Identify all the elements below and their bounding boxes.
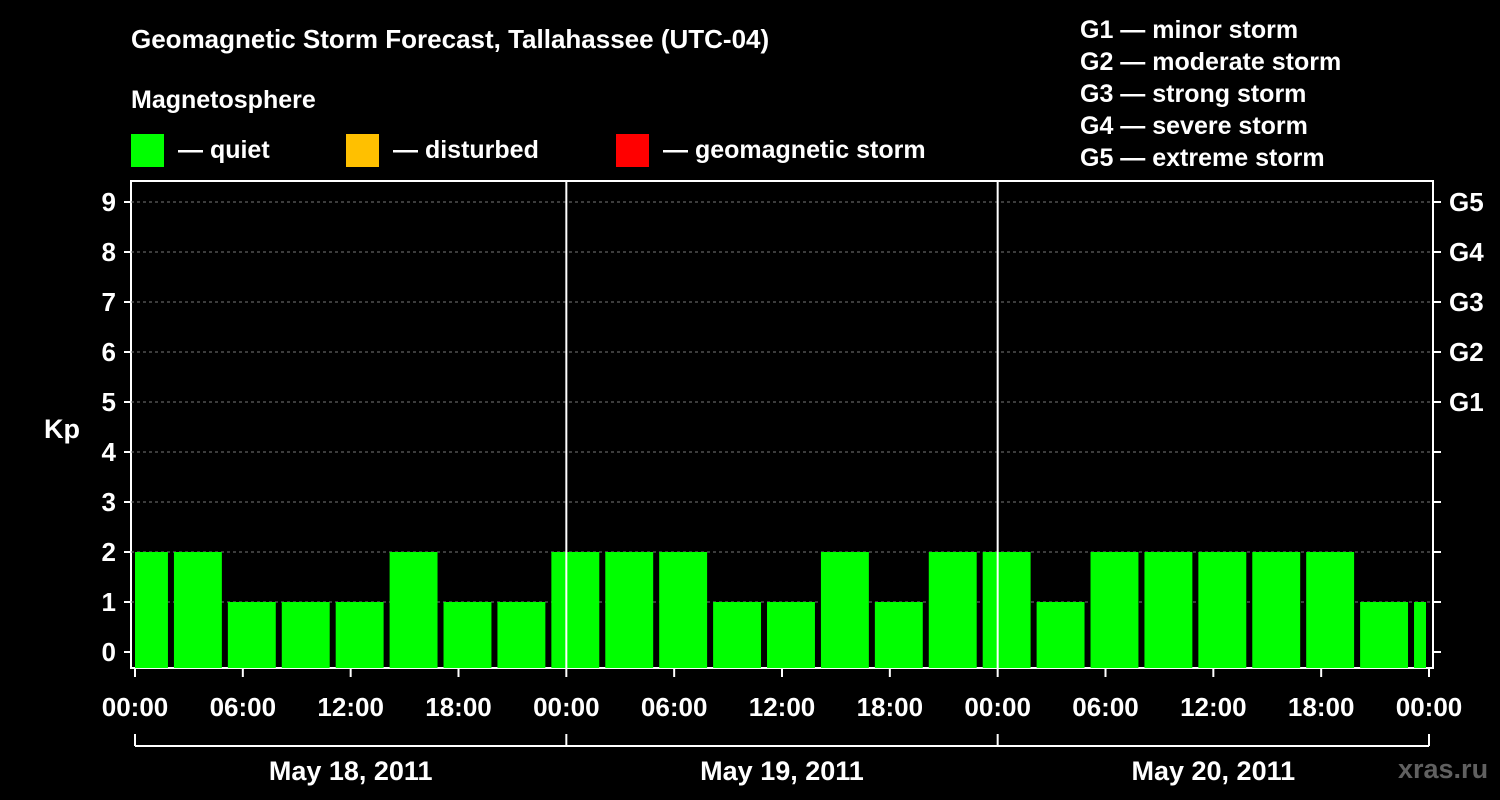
x-tick-label: 12:00 bbox=[749, 692, 816, 722]
y-tick-label: 4 bbox=[102, 437, 117, 467]
legend-quiet-swatch bbox=[131, 133, 164, 167]
chart-title: Geomagnetic Storm Forecast, Tallahassee … bbox=[131, 24, 770, 54]
kp-bar bbox=[389, 552, 438, 668]
kp-bar bbox=[1198, 552, 1247, 668]
legend-storm-swatch bbox=[616, 133, 649, 167]
legend-quiet: — quiet bbox=[131, 133, 270, 167]
x-tick-label: 06:00 bbox=[1072, 692, 1139, 722]
kp-bar bbox=[335, 602, 384, 668]
x-tick-label: 00:00 bbox=[1396, 692, 1463, 722]
kp-bar bbox=[281, 602, 330, 668]
y-tick-label: 9 bbox=[102, 187, 116, 217]
g-scale-item: G5 — extreme storm bbox=[1080, 144, 1325, 172]
kp-bar bbox=[497, 602, 546, 668]
g-scale-item: G1 — minor storm bbox=[1080, 16, 1299, 44]
x-tick-label: 18:00 bbox=[857, 692, 924, 722]
y-tick-label: 6 bbox=[102, 337, 116, 367]
legend-disturbed: — disturbed bbox=[346, 133, 539, 167]
g-scale-item: G2 — moderate storm bbox=[1080, 48, 1342, 76]
g-scale-legend: G1 — minor storm G2 — moderate storm G3 … bbox=[1080, 14, 1341, 174]
kp-bar bbox=[1252, 552, 1301, 668]
legend-storm: — geomagnetic storm bbox=[616, 133, 926, 167]
y-tick-label: 8 bbox=[102, 237, 116, 267]
kp-bar bbox=[767, 602, 815, 668]
kp-bar bbox=[874, 602, 923, 668]
kp-bar bbox=[713, 602, 762, 668]
x-tick-label: 18:00 bbox=[1288, 692, 1355, 722]
kp-bar bbox=[443, 602, 492, 668]
kp-bar bbox=[605, 552, 654, 668]
y-tick-label: 1 bbox=[102, 587, 116, 617]
y-tick-label: 0 bbox=[102, 637, 116, 667]
kp-bar bbox=[982, 552, 1031, 668]
kp-bar bbox=[1360, 602, 1409, 668]
y-axis-label: Kp bbox=[44, 414, 80, 444]
kp-bar bbox=[173, 552, 222, 668]
g-scale-item: G4 — severe storm bbox=[1080, 112, 1308, 140]
y-tick-label: 2 bbox=[102, 537, 116, 567]
magnetosphere-label: Magnetosphere bbox=[131, 86, 316, 114]
x-tick-label: 18:00 bbox=[425, 692, 492, 722]
legend-disturbed-label: — disturbed bbox=[393, 135, 539, 164]
y-tick-label: 3 bbox=[102, 487, 116, 517]
kp-bar bbox=[135, 552, 168, 668]
kp-bar bbox=[1090, 552, 1139, 668]
day-label: May 19, 2011 bbox=[700, 756, 864, 786]
x-tick-label: 00:00 bbox=[102, 692, 169, 722]
watermark: xras.ru bbox=[1398, 754, 1489, 784]
day-label: May 18, 2011 bbox=[269, 756, 433, 786]
kp-bar bbox=[1036, 602, 1085, 668]
y-tick-label: 5 bbox=[102, 387, 116, 417]
x-tick-label: 12:00 bbox=[1180, 692, 1247, 722]
x-tick-label: 06:00 bbox=[210, 692, 277, 722]
g-scale-item: G3 — strong storm bbox=[1080, 80, 1307, 108]
y-tick-label: 7 bbox=[102, 287, 116, 317]
g-level-label: G2 bbox=[1449, 337, 1484, 367]
g-level-label: G5 bbox=[1449, 187, 1484, 217]
legend-disturbed-swatch bbox=[346, 133, 379, 167]
x-tick-label: 00:00 bbox=[533, 692, 600, 722]
kp-bar bbox=[551, 552, 600, 668]
kp-bar bbox=[1414, 602, 1426, 668]
g-level-label: G3 bbox=[1449, 287, 1484, 317]
g-level-label: G4 bbox=[1449, 237, 1484, 267]
legend-quiet-label: — quiet bbox=[178, 135, 270, 164]
kp-bar bbox=[928, 552, 977, 668]
kp-bar bbox=[1144, 552, 1193, 668]
kp-bar bbox=[820, 552, 869, 668]
kp-bar bbox=[1306, 552, 1355, 668]
x-tick-label: 06:00 bbox=[641, 692, 708, 722]
x-tick-label: 12:00 bbox=[317, 692, 384, 722]
kp-bar bbox=[227, 602, 276, 668]
g-level-label: G1 bbox=[1449, 387, 1484, 417]
day-label: May 20, 2011 bbox=[1132, 756, 1296, 786]
legend-storm-label: — geomagnetic storm bbox=[663, 135, 926, 164]
kp-bar bbox=[659, 552, 708, 668]
x-tick-label: 00:00 bbox=[964, 692, 1031, 722]
